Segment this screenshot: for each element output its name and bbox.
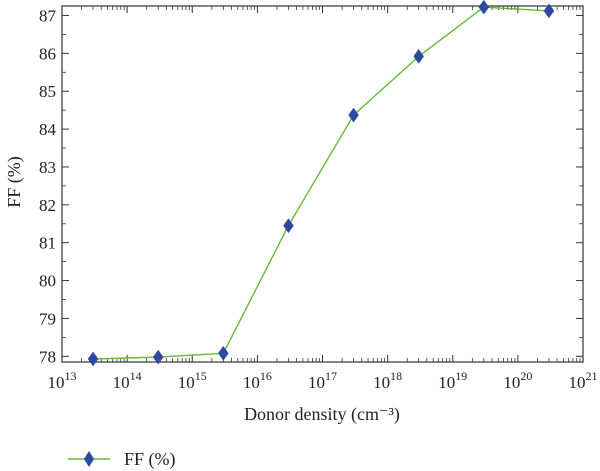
x-tick-label-exponent: 15 xyxy=(195,369,207,383)
y-tick-label: 86 xyxy=(39,44,56,63)
x-tick-label: 1015 xyxy=(178,369,207,392)
x-tick-label-exponent: 21 xyxy=(586,369,598,383)
x-tick-label-base: 10 xyxy=(48,373,65,392)
x-axis-title: Donor density (cm⁻³) xyxy=(244,404,400,425)
x-tick-label-base: 10 xyxy=(178,373,195,392)
legend-label: FF (%) xyxy=(124,449,176,470)
data-point-marker xyxy=(348,107,359,123)
x-tick-label-exponent: 19 xyxy=(455,369,467,383)
x-tick-label: 1014 xyxy=(113,369,142,392)
x-tick-label-exponent: 18 xyxy=(390,369,402,383)
legend: FF (%) xyxy=(68,449,176,470)
y-tick-label: 79 xyxy=(39,309,56,328)
x-tick-label: 1019 xyxy=(438,369,467,392)
y-tick-label: 83 xyxy=(39,158,56,177)
plot-frame xyxy=(61,5,584,363)
y-tick-label: 85 xyxy=(39,82,56,101)
data-point-marker xyxy=(218,345,229,361)
data-point-marker xyxy=(413,48,425,64)
y-tick-label: 87 xyxy=(39,6,57,25)
x-tick-label-exponent: 16 xyxy=(260,369,272,383)
x-tick-label-exponent: 17 xyxy=(325,369,337,383)
x-tick-label: 1020 xyxy=(503,369,532,392)
series-layer xyxy=(87,0,555,367)
plot-border xyxy=(61,5,584,363)
x-tick-label: 1021 xyxy=(569,369,598,392)
x-tick-label-base: 10 xyxy=(308,373,325,392)
x-tick-label-base: 10 xyxy=(373,373,390,392)
data-point-marker xyxy=(152,349,164,365)
y-tick-label: 78 xyxy=(39,347,56,366)
x-tick-label-base: 10 xyxy=(243,373,260,392)
y-tick-label: 80 xyxy=(39,272,56,291)
x-axis-ticks: 1013 1014 1015 1016 1017 1018 1019 1020 1021 xyxy=(48,6,598,392)
series-line xyxy=(93,6,549,360)
y-axis-ticks: 78 79 80 81 82 83 84 85 86 87 xyxy=(39,6,583,366)
y-tick-label: 84 xyxy=(39,120,57,139)
y-tick-label: 82 xyxy=(39,196,56,215)
x-tick-label-base: 10 xyxy=(569,373,586,392)
x-tick-label-exponent: 20 xyxy=(520,369,532,383)
data-point-marker xyxy=(543,3,555,19)
x-tick-label-exponent: 13 xyxy=(65,369,77,383)
x-tick-label: 1016 xyxy=(243,369,272,392)
x-tick-label-base: 10 xyxy=(503,373,520,392)
x-tick-label: 1018 xyxy=(373,369,402,392)
x-tick-label: 1017 xyxy=(308,369,337,392)
x-tick-label: 1013 xyxy=(48,369,77,392)
x-tick-label-base: 10 xyxy=(438,373,455,392)
data-point-marker xyxy=(478,0,490,15)
x-tick-label-base: 10 xyxy=(113,373,130,392)
data-point-marker xyxy=(283,218,294,234)
x-tick-label-exponent: 14 xyxy=(130,369,142,383)
data-point-marker xyxy=(87,351,99,367)
legend-diamond-marker xyxy=(84,451,94,467)
y-axis-title: FF (%) xyxy=(4,156,25,208)
y-tick-label: 81 xyxy=(39,234,56,253)
